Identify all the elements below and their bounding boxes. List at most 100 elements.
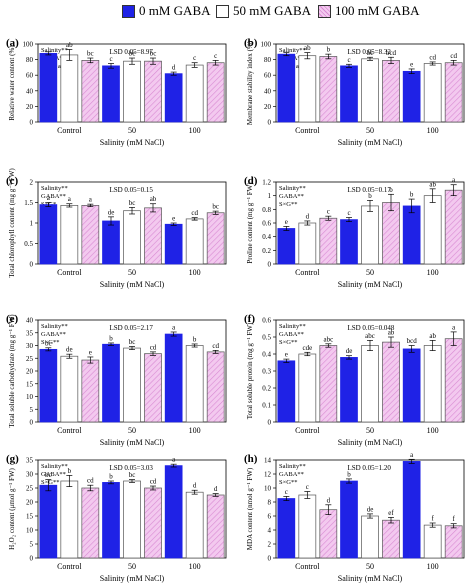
stat-label: GABA** bbox=[279, 471, 304, 478]
x-tick-label: Control bbox=[295, 268, 320, 277]
x-tick-label: 50 bbox=[128, 268, 136, 277]
significance-letter: c bbox=[347, 209, 350, 217]
lsd-label: LSD 0.05=1.20 bbox=[347, 464, 391, 472]
bar bbox=[144, 487, 162, 559]
y-tick-label: 15 bbox=[26, 380, 34, 388]
y-tick-label: 5 bbox=[30, 541, 34, 549]
bar bbox=[60, 205, 79, 265]
stat-label: Salinity** bbox=[41, 185, 68, 192]
x-tick-label: 100 bbox=[189, 268, 201, 277]
y-tick-label: 60 bbox=[26, 72, 34, 80]
bar bbox=[340, 219, 358, 265]
stat-label: Salinity** bbox=[279, 47, 306, 54]
y-tick-label: 10 bbox=[264, 485, 272, 493]
y-tick-label: 0.5 bbox=[262, 334, 271, 342]
y-axis-label: Total soluble protein (mg g⁻¹ FW) bbox=[246, 322, 254, 419]
significance-letter: bcd bbox=[386, 49, 397, 57]
bar bbox=[277, 360, 296, 423]
bar bbox=[81, 205, 100, 265]
significance-letter: bc bbox=[129, 338, 136, 346]
x-tick-label: Control bbox=[295, 426, 320, 435]
x-tick-label: 100 bbox=[427, 426, 439, 435]
legend-item-50mm: 50 mM GABA bbox=[216, 3, 311, 19]
y-tick-label: 0 bbox=[268, 261, 272, 269]
bar bbox=[102, 220, 120, 265]
y-tick-label: 40 bbox=[26, 317, 34, 325]
x-tick-label: Control bbox=[57, 562, 82, 571]
bar bbox=[402, 205, 421, 265]
bar bbox=[298, 222, 317, 265]
significance-letter: d bbox=[193, 482, 197, 490]
y-tick-label: 14 bbox=[264, 457, 272, 465]
x-tick-label: Control bbox=[295, 126, 320, 135]
bar bbox=[382, 519, 400, 559]
bar bbox=[185, 345, 204, 423]
significance-letter: ab bbox=[429, 332, 436, 340]
y-tick-label: 0 bbox=[268, 555, 272, 563]
significance-letter: c bbox=[193, 54, 196, 62]
panel-d: 0 0.2 0.4 0.6 0.8 1 1.2 (d)Proline content (mg … bbox=[244, 175, 465, 289]
bar bbox=[60, 54, 79, 123]
y-tick-label: 20 bbox=[26, 499, 34, 507]
significance-letter: cd bbox=[450, 52, 457, 60]
lsd-label: LSD 0.05=8.32 bbox=[347, 48, 391, 56]
x-axis-label: Salinity (mM NaCl) bbox=[338, 280, 403, 289]
significance-letter: abc bbox=[365, 332, 375, 340]
bar bbox=[81, 359, 100, 423]
significance-letter: f bbox=[431, 515, 434, 523]
bar bbox=[144, 207, 162, 265]
bar bbox=[361, 205, 379, 265]
y-tick-label: 40 bbox=[264, 87, 272, 95]
significance-letter: b bbox=[109, 334, 113, 342]
bar bbox=[319, 509, 338, 559]
bar bbox=[206, 494, 225, 559]
significance-letter: ab bbox=[429, 180, 436, 188]
panel-h: 0 2 4 6 8 10 12 14 (h) MDA content (nmol g⁻¹ FW) L… bbox=[244, 451, 465, 583]
bar bbox=[81, 60, 100, 123]
y-tick-label: 10 bbox=[26, 527, 34, 535]
significance-letter: e bbox=[89, 348, 92, 356]
significance-letter: bc bbox=[129, 471, 136, 479]
significance-letter: bc bbox=[212, 203, 219, 211]
x-axis-label: Salinity (mM NaCl) bbox=[100, 438, 165, 447]
x-tick-label: 100 bbox=[427, 562, 439, 571]
x-tick-label: 50 bbox=[366, 426, 374, 435]
y-tick-label: 1 bbox=[268, 192, 272, 200]
stat-label: Salinity** bbox=[279, 323, 306, 330]
bar bbox=[319, 217, 338, 265]
y-tick-label: 100 bbox=[261, 41, 272, 49]
legend-label-50mm: 50 mM GABA bbox=[233, 3, 312, 18]
significance-letter: de bbox=[367, 505, 374, 513]
stat-label: GABA** bbox=[279, 331, 304, 338]
stat-label: S×G** bbox=[279, 479, 297, 486]
x-axis-label: Salinity (mM NaCl) bbox=[338, 574, 403, 583]
significance-letter: cd bbox=[150, 478, 157, 486]
panel-f: 0 0.1 0.2 0.3 0.4 0.5 0.6 (f)Total soluble prot… bbox=[244, 313, 465, 447]
x-tick-label: 100 bbox=[189, 562, 201, 571]
y-tick-label: 0 bbox=[30, 419, 34, 427]
bar bbox=[444, 62, 463, 123]
stat-label: GABA** bbox=[41, 193, 66, 200]
y-tick-label: 0.6 bbox=[262, 220, 271, 228]
significance-letter: cd bbox=[150, 343, 157, 351]
x-tick-label: 50 bbox=[366, 126, 374, 135]
y-tick-label: 30 bbox=[26, 342, 34, 350]
y-tick-label: 0 bbox=[30, 119, 34, 127]
significance-letter: ab bbox=[304, 44, 311, 52]
significance-letter: e bbox=[285, 351, 288, 359]
significance-letter: c bbox=[109, 55, 112, 63]
bar bbox=[185, 64, 204, 123]
significance-letter: b bbox=[410, 191, 414, 199]
y-tick-label: 0.3 bbox=[262, 368, 271, 376]
x-tick-label: Control bbox=[295, 562, 320, 571]
x-tick-label: 50 bbox=[366, 268, 374, 277]
significance-letter: c bbox=[347, 56, 350, 64]
y-tick-label: 60 bbox=[264, 72, 272, 80]
legend: 0 mM GABA 50 mM GABA 100 mM GABA bbox=[0, 0, 474, 24]
significance-letter: b bbox=[347, 470, 351, 478]
lsd-label: LSD 0.05=3.03 bbox=[109, 464, 153, 472]
y-tick-label: 2 bbox=[30, 179, 34, 187]
significance-letter: cd bbox=[429, 53, 436, 61]
significance-letter: e bbox=[172, 215, 175, 223]
bar bbox=[164, 333, 183, 423]
